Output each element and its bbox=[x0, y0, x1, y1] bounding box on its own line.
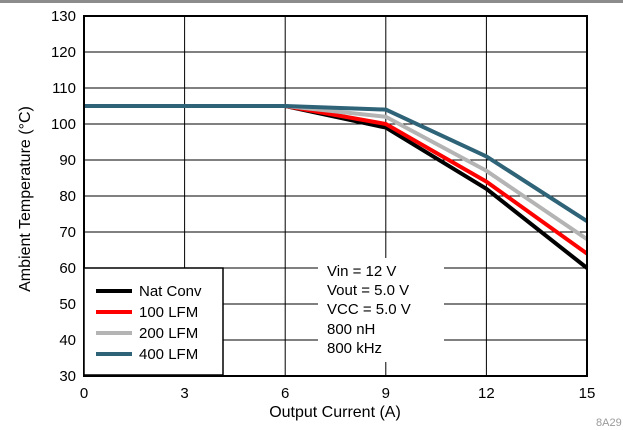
figure-code: 8A29 bbox=[596, 417, 622, 429]
legend-label-200-lfm: 200 LFM bbox=[139, 325, 198, 342]
legend: Nat Conv 100 LFM 200 LFM 400 LFM bbox=[83, 267, 224, 376]
legend-label-400-lfm: 400 LFM bbox=[139, 346, 198, 363]
top-border bbox=[0, 0, 623, 3]
y-axis-label: Ambient Temperature (°C) bbox=[17, 106, 34, 292]
y-tick-label: 90 bbox=[59, 152, 76, 169]
note-frequency: 800 kHz bbox=[327, 340, 382, 357]
y-tick-label: 30 bbox=[59, 368, 76, 385]
y-tick-label: 50 bbox=[59, 296, 76, 313]
series-line-400-lfm bbox=[84, 104, 589, 223]
note-vout: Vout = 5.0 V bbox=[327, 282, 409, 299]
x-tick-label: 15 bbox=[579, 385, 596, 402]
y-tick-label: 120 bbox=[51, 44, 76, 61]
y-tick-label: 40 bbox=[59, 332, 76, 349]
y-tick-label: 100 bbox=[51, 116, 76, 133]
y-tick-label: 70 bbox=[59, 224, 76, 241]
note-vcc: VCC = 5.0 V bbox=[327, 301, 411, 318]
note-inductance: 800 nH bbox=[327, 321, 375, 338]
x-tick-label: 12 bbox=[478, 385, 495, 402]
note-vin: Vin = 12 V bbox=[327, 263, 396, 280]
plot-frame bbox=[83, 15, 588, 377]
x-tick-label: 6 bbox=[281, 385, 289, 402]
x-tick-labels: 0 3 6 9 12 15 bbox=[80, 385, 596, 402]
legend-label-100-lfm: 100 LFM bbox=[139, 304, 198, 321]
x-tick-label: 9 bbox=[382, 385, 390, 402]
series-lines bbox=[84, 104, 589, 270]
y-tick-label: 110 bbox=[52, 80, 76, 97]
conditions-note: Vin = 12 V Vout = 5.0 V VCC = 5.0 V 800 … bbox=[318, 258, 444, 362]
series-line-100-lfm bbox=[84, 104, 589, 256]
y-tick-labels: 30 40 50 60 70 80 90 100 110 120 130 bbox=[51, 8, 76, 385]
conditions-note-background bbox=[318, 258, 444, 362]
y-tick-label: 80 bbox=[59, 188, 76, 205]
x-tick-label: 0 bbox=[80, 385, 88, 402]
y-tick-label: 60 bbox=[59, 260, 76, 277]
x-tick-label: 3 bbox=[180, 385, 188, 402]
y-tick-label: 130 bbox=[51, 8, 76, 25]
x-axis-label: Output Current (A) bbox=[269, 404, 401, 421]
legend-label-nat-conv: Nat Conv bbox=[139, 283, 202, 300]
legend-box bbox=[83, 267, 224, 376]
